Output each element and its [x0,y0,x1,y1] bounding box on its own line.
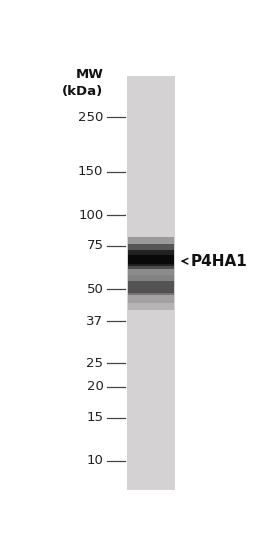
Text: 250: 250 [78,111,103,124]
Text: (kDa): (kDa) [62,85,103,98]
Bar [128,291,174,310]
Bar [127,76,175,490]
Text: 37: 37 [87,315,103,328]
Bar [128,255,174,264]
Bar [128,253,174,290]
Text: 20: 20 [87,380,103,394]
Bar [128,281,174,293]
Text: 100: 100 [78,209,103,222]
Text: 150: 150 [78,166,103,179]
Text: 15: 15 [87,411,103,424]
Bar [128,250,174,266]
Bar [128,275,174,295]
Text: 50: 50 [87,283,103,296]
Text: P4HA1: P4HA1 [191,254,248,269]
Bar [128,237,174,276]
Text: 25: 25 [87,357,103,370]
Bar [128,289,174,302]
Text: MW: MW [76,68,103,81]
Text: 75: 75 [87,240,103,253]
Bar [128,244,174,269]
Text: 10: 10 [87,454,103,468]
